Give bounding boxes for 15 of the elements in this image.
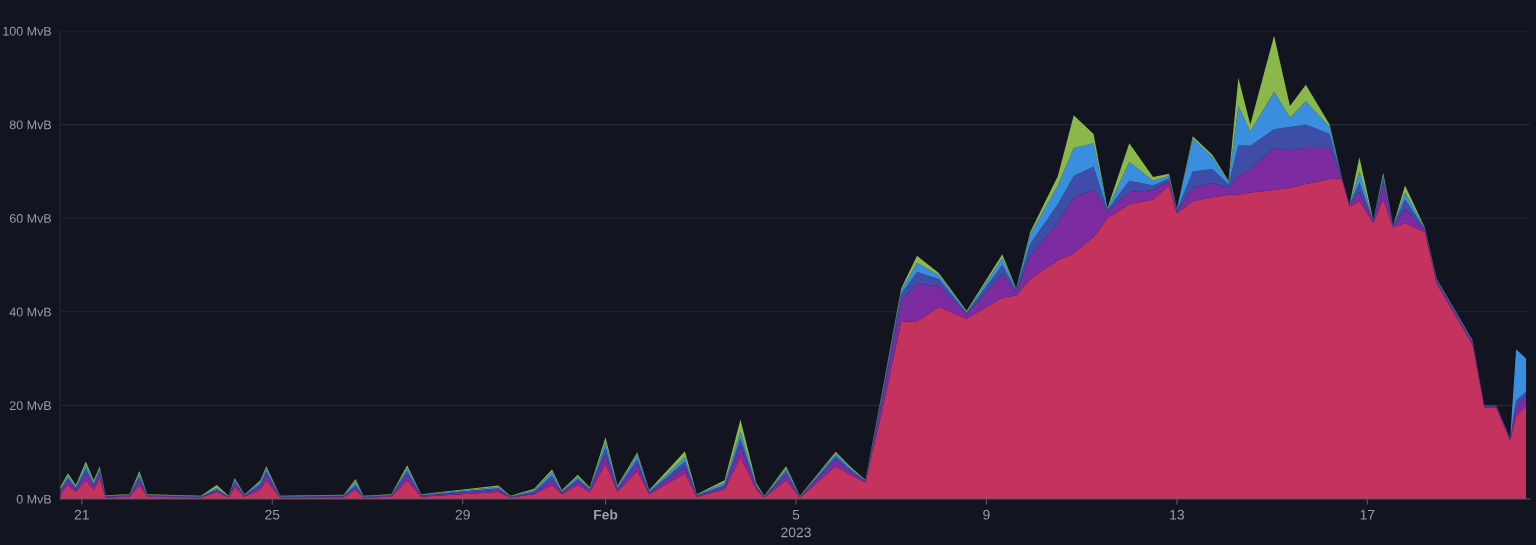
y-tick-label: 0 MvB xyxy=(16,494,52,504)
x-tick-label: 9 xyxy=(983,509,990,520)
y-tick-label: 40 MvB xyxy=(9,307,52,317)
x-tick-label: 5 xyxy=(792,509,800,520)
y-tick-label: 60 MvB xyxy=(9,214,52,223)
y-tick-label: 20 MvB xyxy=(9,401,52,411)
x-axis-title: 2023 xyxy=(781,527,811,538)
y-tick-label: 80 MvB xyxy=(9,120,52,130)
x-tick-label: 25 xyxy=(265,509,280,520)
x-tick-label: 29 xyxy=(455,509,470,520)
x-tick-label: Feb xyxy=(594,509,618,520)
y-tick-label: 100 MvB xyxy=(3,26,52,36)
x-tick-label: 21 xyxy=(74,509,89,520)
x-tick-label: 17 xyxy=(1360,509,1375,520)
x-tick-label: 13 xyxy=(1170,509,1184,520)
